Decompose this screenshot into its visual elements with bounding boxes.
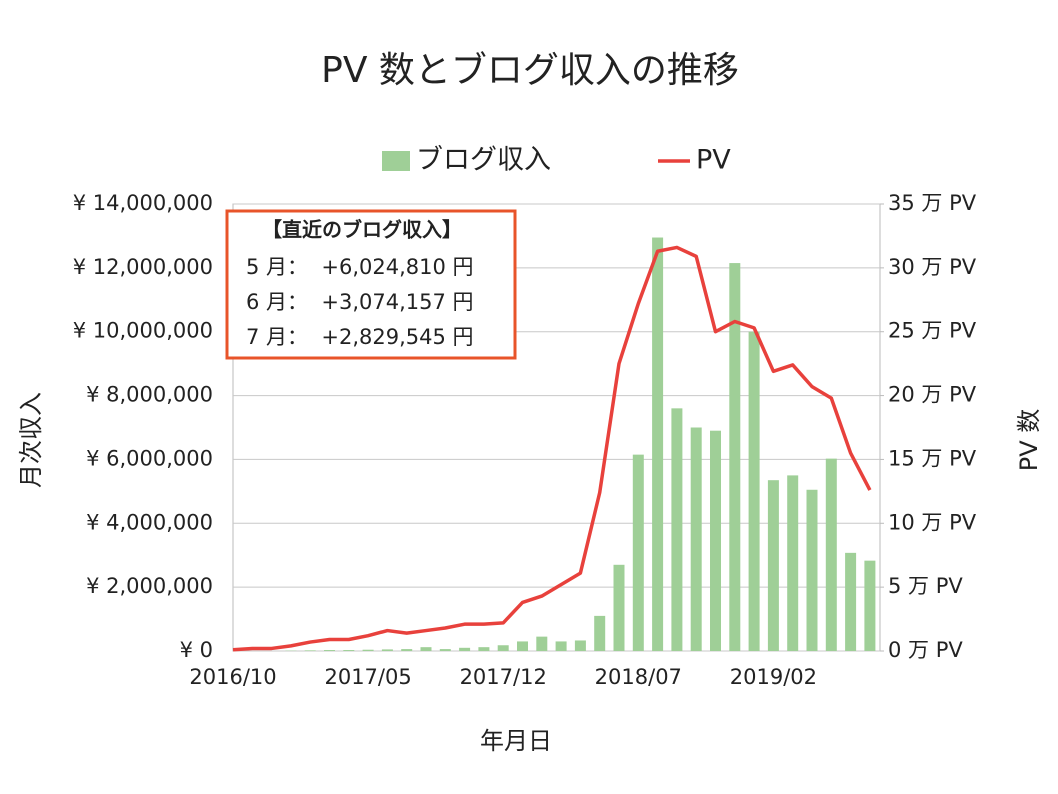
x-tick-label: 2017/12 [460, 665, 547, 689]
annotation-box [225, 209, 517, 360]
bar [536, 636, 548, 651]
y-tick-label: ¥ 8,000,000 [86, 383, 213, 407]
y-tick-label: ¥ 2,000,000 [86, 574, 213, 598]
y-tick-label: ¥ 4,000,000 [86, 510, 213, 534]
bar [478, 647, 490, 651]
bar [613, 564, 625, 651]
bar [401, 649, 413, 651]
y2-tick-label: 10 万 PV [888, 510, 977, 534]
y2-tick-label: 0 万 PV [888, 638, 963, 662]
bar [459, 647, 471, 651]
y-tick-label: ¥ 12,000,000 [73, 255, 213, 279]
bar [767, 480, 779, 651]
y2-tick-label: 30 万 PV [888, 255, 977, 279]
annotation-line: 5 月： +6,024,810 円 [246, 255, 474, 279]
bar [381, 649, 393, 651]
y2-tick-label: 20 万 PV [888, 383, 977, 407]
bar [845, 552, 857, 651]
y-tick-label: ¥ 6,000,000 [86, 446, 213, 470]
x-axis-title: 年月日 [480, 727, 552, 755]
x-tick-label: 2017/05 [324, 665, 411, 689]
x-tick-label: 2019/02 [730, 665, 817, 689]
y-tick-label: ¥ 10,000,000 [73, 319, 213, 343]
bar [324, 650, 335, 651]
bar [517, 641, 528, 651]
bar [497, 645, 509, 651]
y-axis-title: 月次収入 [17, 392, 45, 488]
bar [439, 649, 451, 651]
bar [420, 647, 432, 651]
line [232, 245, 872, 652]
y2-tick-label: 35 万 PV [888, 191, 977, 215]
bar [729, 263, 741, 651]
bar [555, 641, 567, 651]
legend-label: ブログ収入 [416, 145, 551, 176]
annotation-line: 6 月： +3,074,157 円 [246, 290, 474, 314]
y2-axis-title: PV 数 [1015, 409, 1043, 472]
legend-label: PV [696, 145, 731, 176]
y-tick-label: ¥ 0 [180, 638, 213, 662]
y2-tick-label: 25 万 PV [888, 319, 977, 343]
legend-swatch [382, 151, 410, 171]
bar [710, 430, 721, 651]
bar [825, 458, 837, 651]
annotation-title: 【直近のブログ収入】 [262, 218, 462, 242]
y2-tick-label: 15 万 PV [888, 446, 977, 470]
bar [748, 331, 760, 651]
bar [362, 649, 374, 651]
bar [671, 408, 683, 651]
bar [864, 560, 876, 651]
bar [787, 475, 799, 651]
bar [632, 454, 644, 651]
chart-title: PV 数とブログ収入の推移 [321, 50, 739, 91]
annotation-line: 7 月： +2,829,545 円 [246, 325, 474, 349]
x-tick-label: 2018/07 [595, 665, 682, 689]
y-tick-label: ¥ 14,000,000 [73, 191, 213, 215]
bar [594, 615, 606, 651]
bar [806, 489, 818, 651]
bar [690, 427, 702, 651]
bar [304, 650, 316, 651]
x-tick-label: 2016/10 [189, 665, 276, 689]
bar [343, 650, 355, 651]
bar [574, 640, 586, 651]
y2-tick-label: 5 万 PV [888, 574, 963, 598]
bar [652, 237, 664, 651]
